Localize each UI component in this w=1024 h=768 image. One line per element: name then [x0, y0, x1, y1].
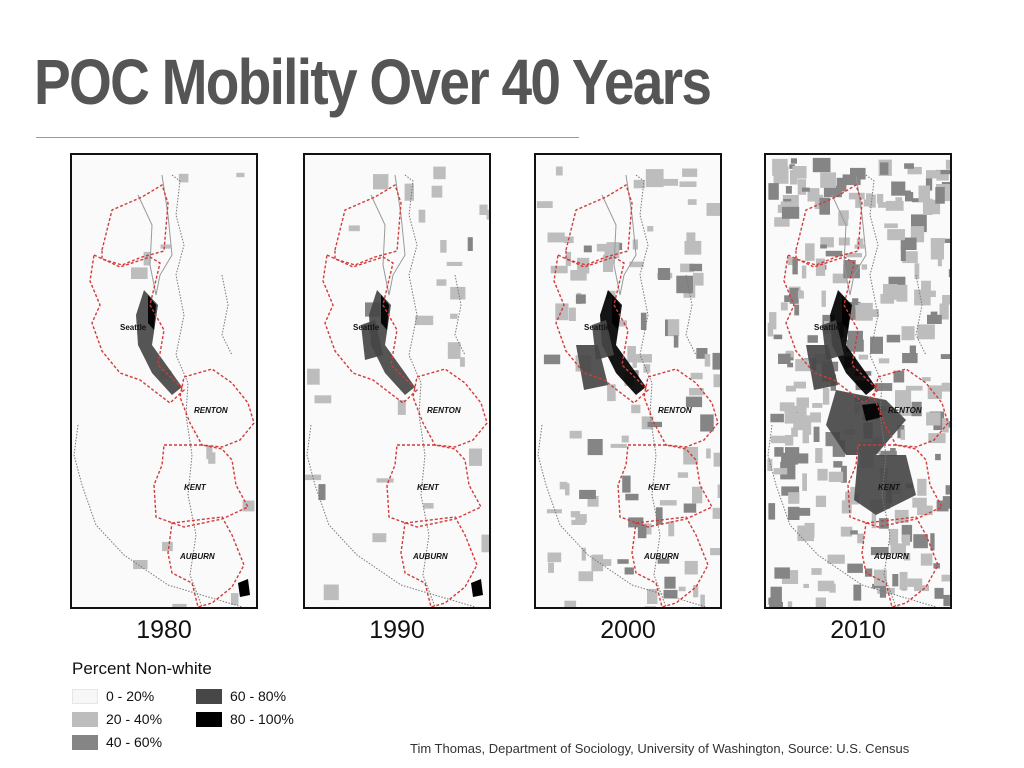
legend-label-20-40: 20 - 40% — [106, 711, 163, 727]
source-credit: Tim Thomas, Department of Sociology, Uni… — [410, 741, 910, 756]
city-label-kent-2010: KENT — [878, 483, 901, 492]
legend-swatch-80-100 — [196, 712, 222, 727]
legend-label-60-80: 60 - 80% — [230, 688, 287, 704]
city-label-renton-2010: RENTON — [888, 406, 922, 415]
city-label-auburn-1990: AUBURN — [412, 552, 448, 561]
year-label-2010: 2010 — [830, 616, 886, 644]
title-divider — [36, 137, 579, 138]
map-panel-2000: Seattle RENTON KENT AUBURN — [534, 153, 722, 609]
year-label-2000: 2000 — [600, 616, 656, 644]
slide-title: POC Mobility Over 40 Years — [34, 46, 712, 118]
city-label-kent-1980: KENT — [184, 483, 207, 492]
city-label-renton-2000: RENTON — [658, 406, 692, 415]
map-panel-1990: Seattle RENTON KENT AUBURN — [303, 153, 491, 609]
legend-swatch-0-20 — [72, 689, 98, 704]
city-label-renton-1990: RENTON — [427, 406, 461, 415]
city-label-seattle-1980: Seattle — [120, 323, 147, 332]
city-label-auburn-2010: AUBURN — [873, 552, 909, 561]
year-label-1980: 1980 — [136, 616, 192, 644]
city-label-auburn-1980: AUBURN — [179, 552, 215, 561]
map-1990: Seattle RENTON KENT AUBURN — [305, 166, 489, 607]
map-2010: Seattle RENTON KENT AUBURN — [767, 157, 950, 607]
map-1980: Seattle RENTON KENT AUBURN — [73, 172, 255, 607]
city-label-renton-1980: RENTON — [194, 406, 228, 415]
city-label-kent-1990: KENT — [417, 483, 440, 492]
legend-label-0-20: 0 - 20% — [106, 688, 155, 704]
year-label-1990: 1990 — [369, 616, 425, 644]
city-label-auburn-2000: AUBURN — [643, 552, 679, 561]
map-2000: Seattle RENTON KENT AUBURN — [536, 166, 720, 607]
map-panel-1980: Seattle RENTON KENT AUBURN — [70, 153, 258, 609]
legend-title: Percent Non-white — [72, 659, 212, 678]
legend-swatch-40-60 — [72, 735, 98, 750]
city-label-kent-2000: KENT — [648, 483, 671, 492]
map-panel-2010: Seattle RENTON KENT AUBURN — [764, 153, 952, 609]
legend-label-40-60: 40 - 60% — [106, 734, 163, 750]
city-label-seattle-1990: Seattle — [353, 323, 380, 332]
legend-swatch-20-40 — [72, 712, 98, 727]
legend-label-80-100: 80 - 100% — [230, 711, 294, 727]
city-label-seattle-2010: Seattle — [814, 323, 841, 332]
legend-swatch-60-80 — [196, 689, 222, 704]
city-label-seattle-2000: Seattle — [584, 323, 611, 332]
